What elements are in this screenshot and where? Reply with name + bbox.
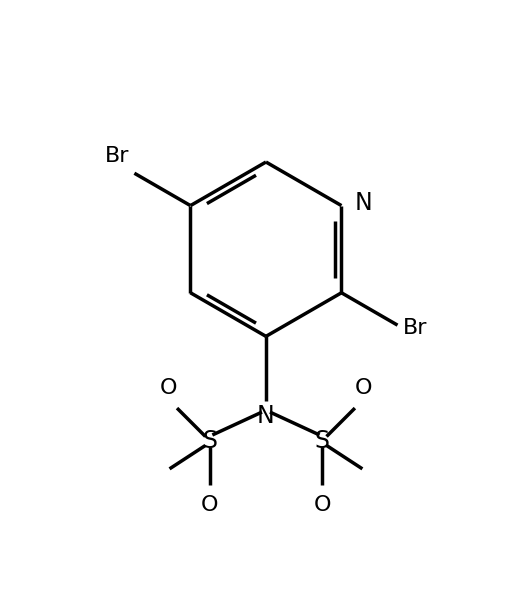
- Text: N: N: [257, 404, 275, 428]
- Text: Br: Br: [105, 146, 130, 166]
- Text: O: O: [201, 495, 219, 515]
- Text: S: S: [314, 429, 330, 453]
- Text: O: O: [160, 377, 177, 398]
- Text: O: O: [355, 377, 372, 398]
- Text: N: N: [354, 191, 372, 215]
- Text: S: S: [202, 429, 218, 453]
- Text: O: O: [313, 495, 331, 515]
- Text: Br: Br: [402, 318, 427, 338]
